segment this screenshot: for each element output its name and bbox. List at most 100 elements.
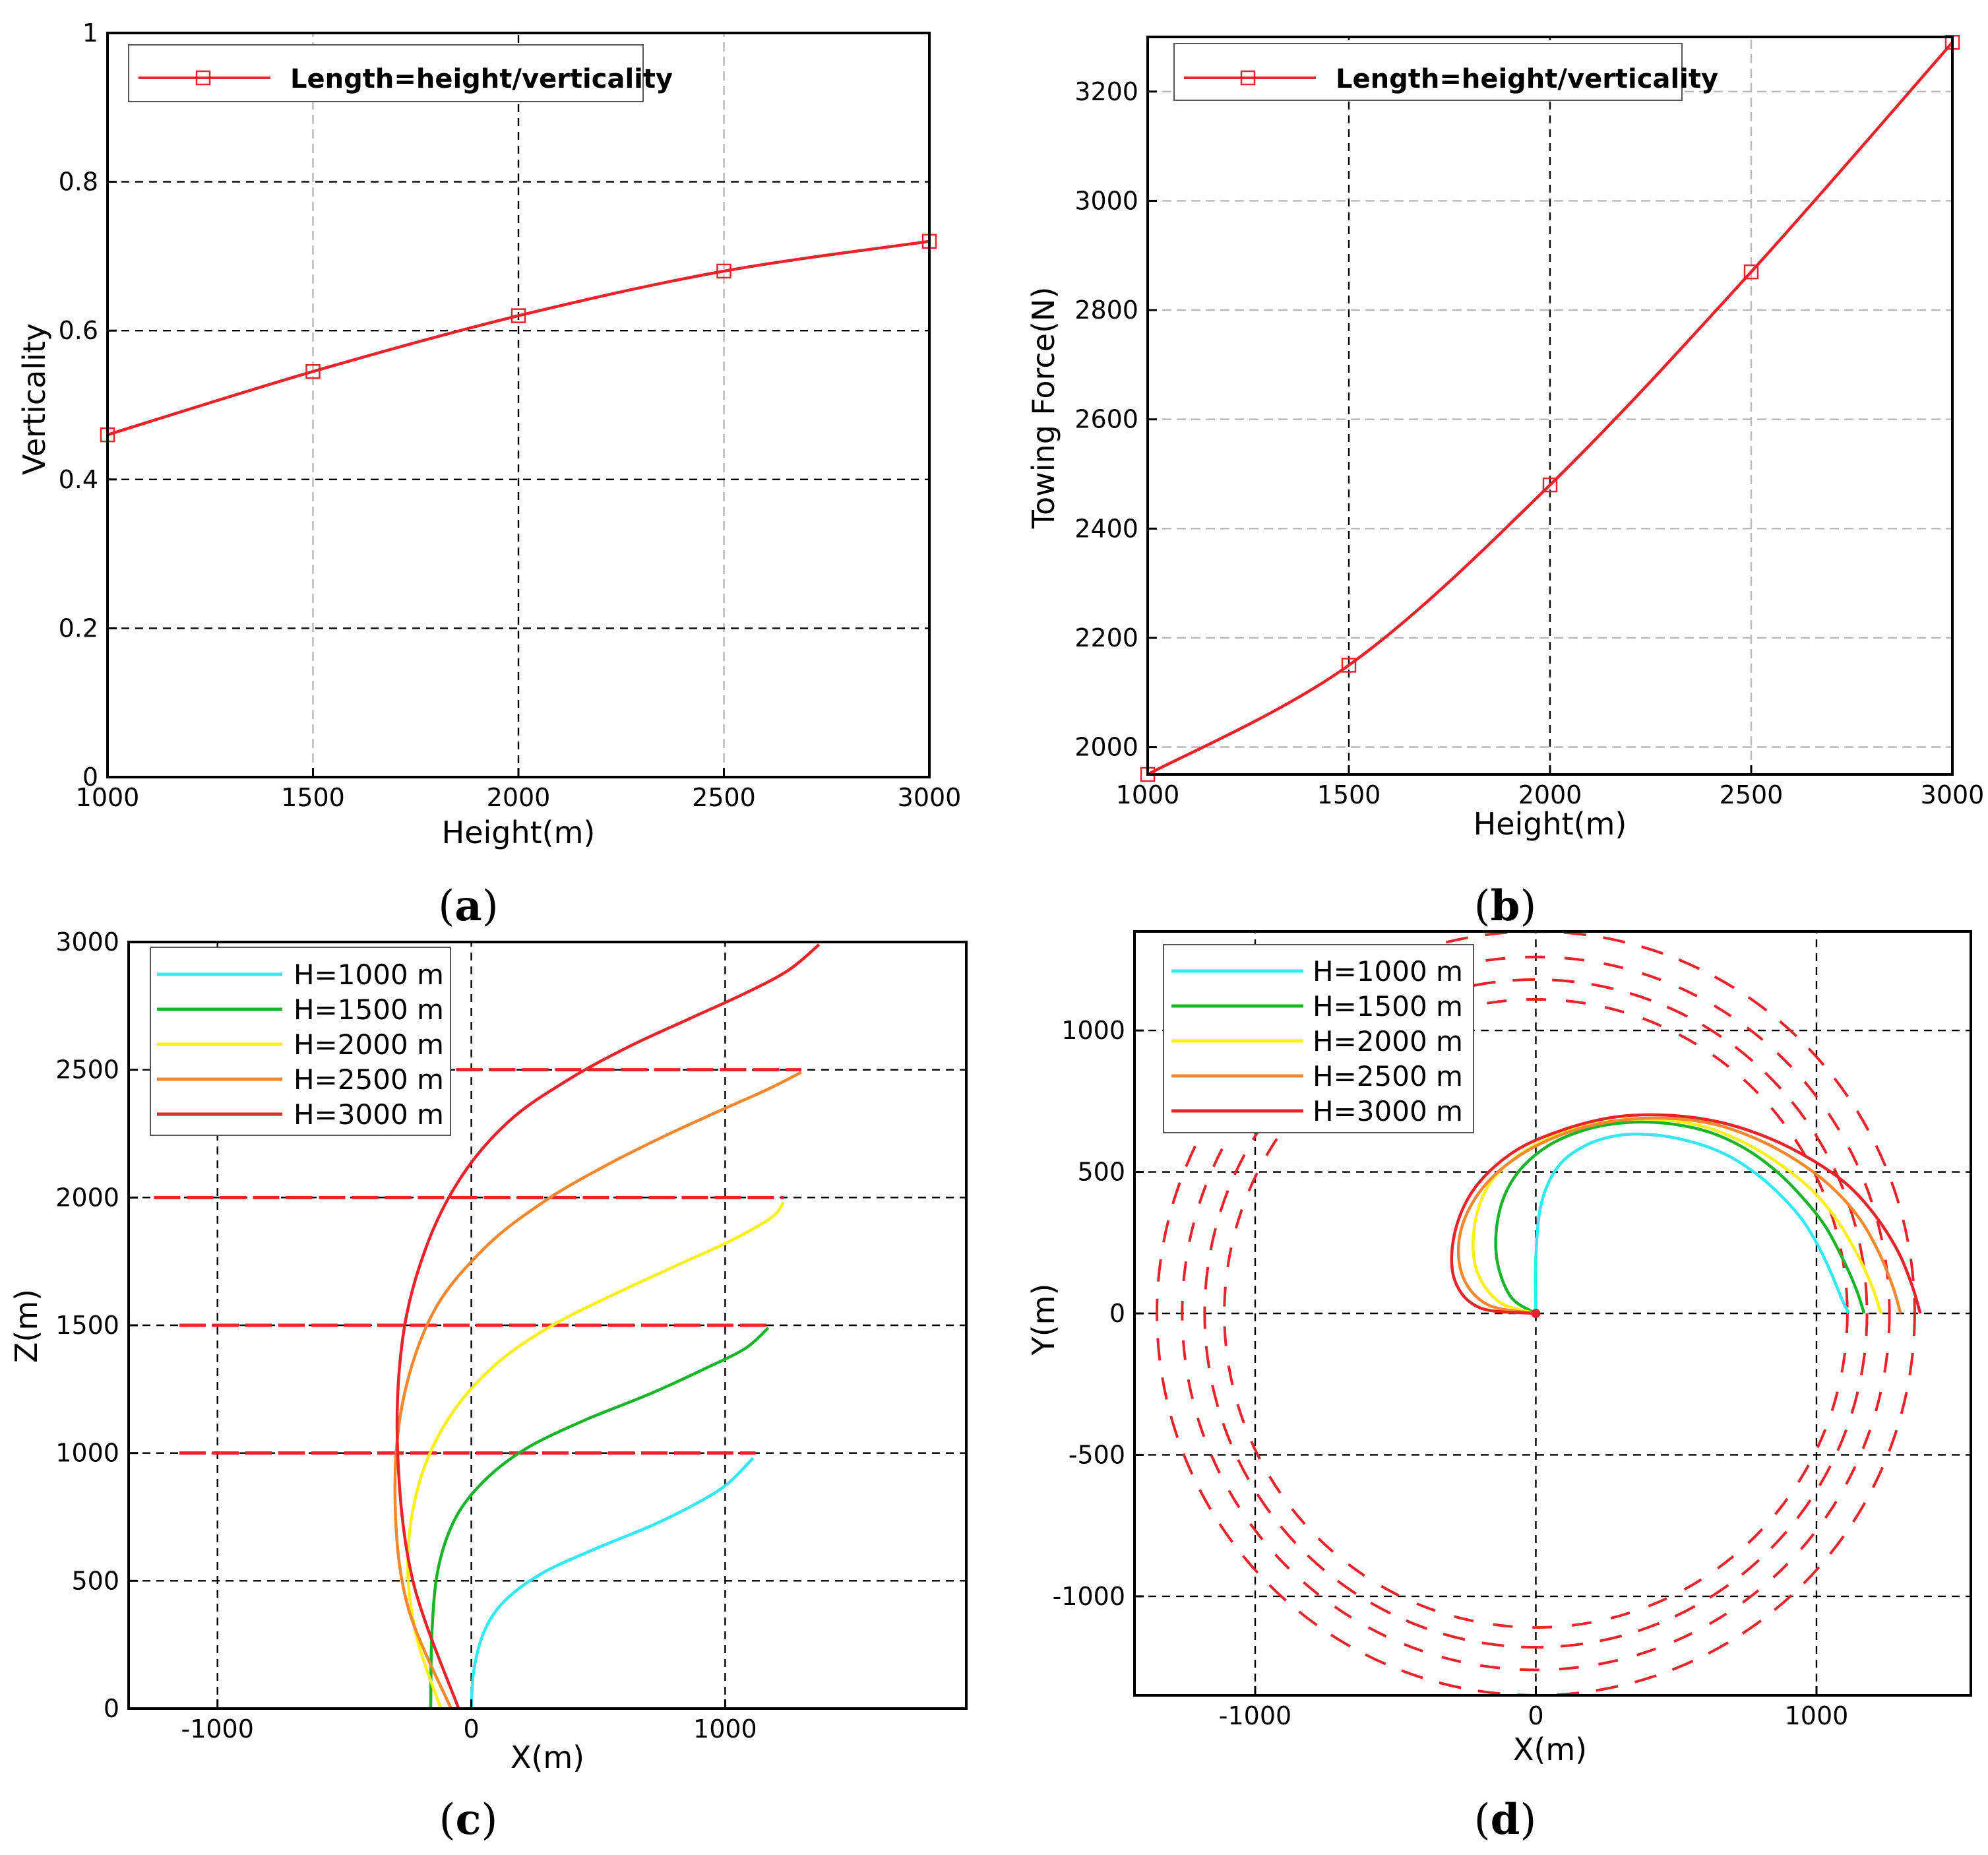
c-legend-label: H=1500 m [294,993,444,1026]
a-xtick-label: 1500 [281,783,345,812]
d-xtick-label: 1000 [1785,1701,1849,1730]
a-ytick-label: 0.2 [59,613,98,643]
b-legend: Length=height/verticality [1173,43,1718,101]
d-legend-label: H=1500 m [1313,990,1463,1022]
d-ticks: -1000 0 1000 -1000 -500 0 500 1000 [1053,1016,1849,1730]
d-xtick-label: 0 [1528,1701,1543,1730]
c-caption: (c) [439,1795,498,1844]
d-series [1450,1113,1922,1318]
d-legend-label: H=2500 m [1313,1060,1463,1092]
d-ytick-label: 500 [1077,1158,1125,1187]
c-ylabel: Z(m) [9,1289,44,1363]
a-ytick-label: 0 [82,763,98,792]
d-legend-label: H=1000 m [1313,955,1463,988]
a-data-point [305,363,321,379]
d-ytick-label: 0 [1109,1299,1125,1328]
c-ytick-label: 3000 [55,928,119,957]
c-ytick-label: 1500 [55,1311,119,1340]
a-xtick-label: 3000 [898,783,962,812]
d-origin-point [1531,1309,1541,1318]
d-xlabel: X(m) [1513,1732,1587,1767]
d-legend: H=1000 mH=1500 mH=2000 mH=2500 mH=3000 m [1163,944,1474,1133]
d-ylabel: Y(m) [1026,1284,1061,1356]
c-legend-box [150,947,451,1136]
c-xtick-label: 0 [463,1714,479,1744]
d-ytick-label: -1000 [1053,1582,1125,1611]
b-xtick-label: 2000 [1518,780,1582,809]
a-legend: Length=height/verticality [128,44,673,102]
b-data-point [1743,264,1759,280]
b-xtick-label: 3000 [1921,780,1985,809]
b-legend-marker [1240,70,1256,86]
b-ytick-label: 2800 [1074,296,1138,325]
a-legend-box [128,44,644,102]
b-xtick-label: 2500 [1720,780,1784,809]
c-series-line [429,1327,770,1709]
d-reference-ring [1203,978,1869,1649]
b-ticks: 1000 1500 2000 2500 3000 2000 2200 2400 2600 2800… [1074,77,1984,809]
c-ytick-label: 1000 [55,1439,119,1468]
a-legend-marker [195,70,211,86]
a-series [100,234,937,443]
b-grid [1148,37,1952,774]
c-series-line [393,1071,802,1709]
b-xtick-label: 1500 [1317,780,1381,809]
a-ytick-label: 1 [82,18,98,47]
a-caption: (a) [438,881,498,931]
d-ytick-label: -500 [1069,1440,1125,1469]
a-ticks: 1000 1500 2000 2500 3000 0 0.2 0.4 0.6 0.8 1 [59,18,962,812]
c-legend-label: H=2500 m [294,1063,444,1096]
a-xlabel: Height(m) [442,815,596,850]
b-data-point [1542,477,1558,493]
b-ytick-label: 2600 [1074,405,1138,434]
b-legend-box [1173,43,1683,101]
b-series-line [1146,41,1954,776]
a-ytick-label: 0.4 [59,465,98,494]
d-series-line [1450,1113,1922,1315]
c-legend-label: H=2000 m [294,1028,444,1061]
a-legend-label: Length=height/verticality [290,64,673,94]
c-ytick-label: 500 [71,1566,119,1595]
panel-a: 1000 1500 2000 2500 3000 0 0.2 0.4 0.6 0.8 1 Lengt… [16,18,961,931]
panel-c: -1000 0 1000 0 500 1000 1500 2000 2500 3000 H=100… [9,928,968,1844]
b-data-point [1341,658,1357,673]
b-caption: (b) [1474,881,1537,931]
panel-b: 1000 1500 2000 2500 3000 2000 2200 2400 2600 2800… [1026,35,1984,931]
panel-d: -1000 0 1000 -1000 -500 0 500 1000 H=1000 mH=15… [1026,930,1972,1844]
d-reference-ring [1181,955,1891,1672]
a-xtick-label: 2500 [692,783,756,812]
c-xtick-label: 1000 [693,1714,757,1744]
a-series-line [107,239,930,437]
a-ytick-label: 0.8 [59,168,98,197]
b-ytick-label: 2400 [1074,514,1138,543]
c-xlabel: X(m) [511,1740,584,1775]
b-xlabel: Height(m) [1474,806,1627,842]
d-ytick-label: 1000 [1061,1016,1125,1045]
a-data-point [511,308,526,323]
c-series-line [406,1201,785,1709]
d-caption: (d) [1474,1795,1537,1844]
b-ytick-label: 2200 [1074,623,1138,652]
c-ytick-label: 2500 [55,1055,119,1085]
c-series-line [395,943,821,1709]
c-xtick-label: -1000 [181,1714,253,1744]
d-legend-box [1163,944,1474,1133]
a-xtick-label: 1000 [76,783,140,812]
c-series-line [470,1457,755,1709]
c-legend-label: H=3000 m [294,1098,444,1131]
c-ytick-label: 2000 [55,1183,119,1212]
c-legend: H=1000 mH=1500 mH=2000 mH=2500 mH=3000 m [150,947,451,1136]
a-xtick-label: 2000 [487,783,551,812]
d-legend-label: H=2000 m [1313,1025,1463,1057]
b-ylabel: Towing Force(N) [1026,287,1061,530]
d-legend-label: H=3000 m [1313,1095,1463,1127]
a-ylabel: Verticality [16,323,52,475]
d-xtick-label: -1000 [1219,1701,1291,1730]
a-grid [108,33,929,777]
a-ytick-label: 0.6 [59,316,98,345]
c-ytick-label: 0 [104,1694,119,1723]
b-xtick-label: 1000 [1116,780,1180,809]
d-series-line [1534,1132,1850,1314]
c-reference-lines [154,1068,801,1455]
